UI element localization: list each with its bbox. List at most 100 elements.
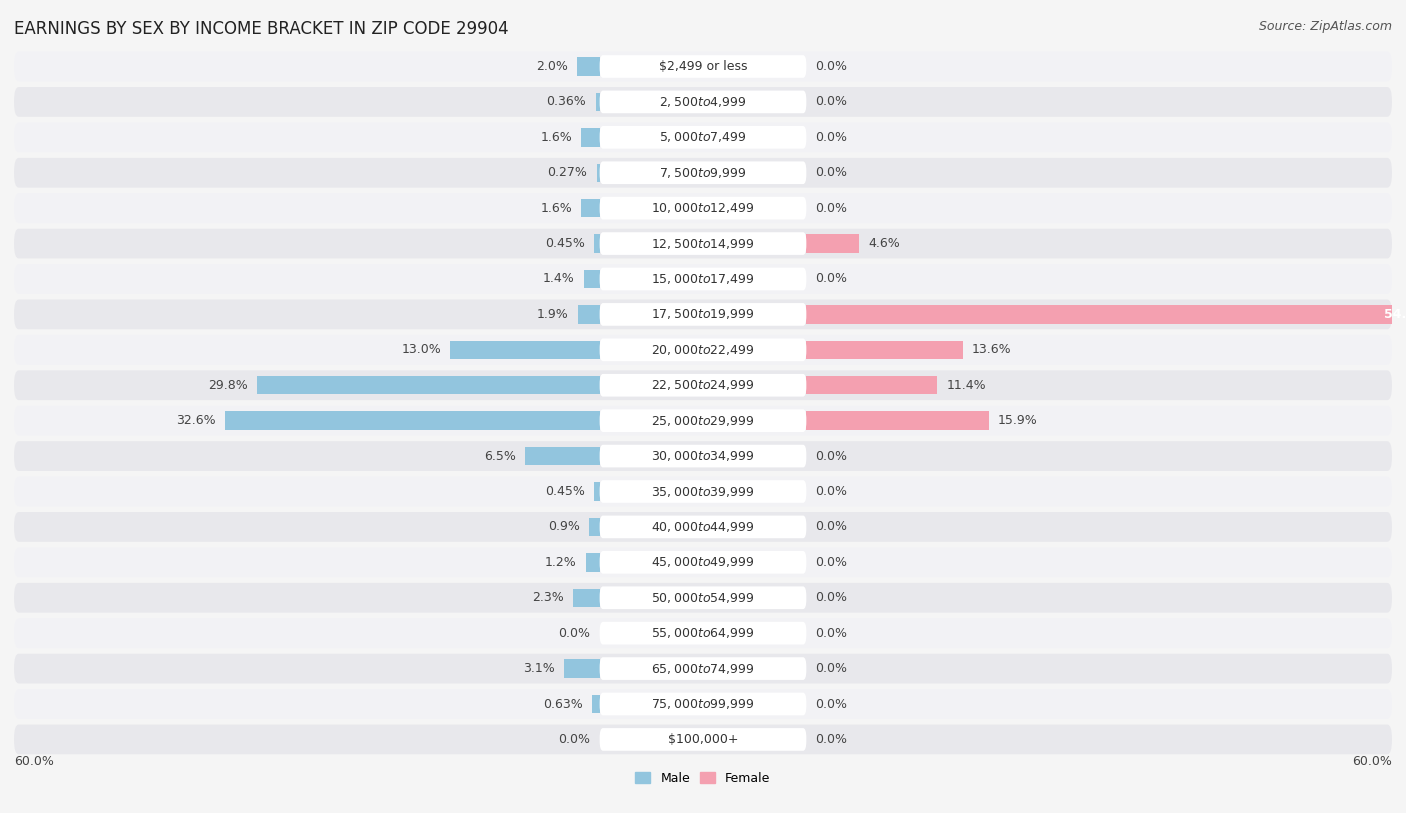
Bar <box>581 199 599 217</box>
FancyBboxPatch shape <box>599 409 807 432</box>
Text: 0.0%: 0.0% <box>558 733 591 746</box>
Text: EARNINGS BY SEX BY INCOME BRACKET IN ZIP CODE 29904: EARNINGS BY SEX BY INCOME BRACKET IN ZIP… <box>14 20 509 38</box>
Text: 2.0%: 2.0% <box>536 60 568 73</box>
FancyBboxPatch shape <box>14 476 1392 506</box>
Text: 0.36%: 0.36% <box>547 95 586 108</box>
Text: 60.0%: 60.0% <box>1353 755 1392 768</box>
FancyBboxPatch shape <box>14 547 1392 577</box>
FancyBboxPatch shape <box>599 233 807 255</box>
FancyBboxPatch shape <box>14 441 1392 471</box>
Text: $100,000+: $100,000+ <box>668 733 738 746</box>
Bar <box>576 57 599 76</box>
Text: $75,000 to $99,999: $75,000 to $99,999 <box>651 697 755 711</box>
Text: 0.0%: 0.0% <box>815 733 848 746</box>
Text: 0.0%: 0.0% <box>815 450 848 463</box>
FancyBboxPatch shape <box>599 693 807 715</box>
FancyBboxPatch shape <box>14 619 1392 648</box>
Text: $10,000 to $12,499: $10,000 to $12,499 <box>651 201 755 215</box>
Text: 1.9%: 1.9% <box>537 308 568 321</box>
Text: $2,500 to $4,999: $2,500 to $4,999 <box>659 95 747 109</box>
Text: 13.6%: 13.6% <box>972 343 1011 356</box>
Text: 0.0%: 0.0% <box>815 166 848 179</box>
Text: 1.6%: 1.6% <box>540 131 572 144</box>
Text: 0.0%: 0.0% <box>815 272 848 285</box>
FancyBboxPatch shape <box>599 480 807 502</box>
Text: 0.0%: 0.0% <box>815 627 848 640</box>
FancyBboxPatch shape <box>14 406 1392 436</box>
FancyBboxPatch shape <box>599 622 807 645</box>
FancyBboxPatch shape <box>14 512 1392 541</box>
Text: 13.0%: 13.0% <box>402 343 441 356</box>
Bar <box>807 411 988 430</box>
Text: 0.0%: 0.0% <box>815 520 848 533</box>
Text: $12,500 to $14,999: $12,500 to $14,999 <box>651 237 755 250</box>
Bar <box>595 482 599 501</box>
Text: 15.9%: 15.9% <box>998 414 1038 427</box>
FancyBboxPatch shape <box>599 657 807 680</box>
Text: Source: ZipAtlas.com: Source: ZipAtlas.com <box>1258 20 1392 33</box>
Text: $25,000 to $29,999: $25,000 to $29,999 <box>651 414 755 428</box>
Text: $30,000 to $34,999: $30,000 to $34,999 <box>651 449 755 463</box>
Text: $2,499 or less: $2,499 or less <box>659 60 747 73</box>
Bar <box>596 93 599 111</box>
Text: 0.0%: 0.0% <box>815 662 848 675</box>
Bar <box>807 341 963 359</box>
Bar <box>450 341 599 359</box>
Text: $50,000 to $54,999: $50,000 to $54,999 <box>651 591 755 605</box>
Text: 4.6%: 4.6% <box>869 237 900 250</box>
Text: 2.3%: 2.3% <box>533 591 564 604</box>
Text: 0.0%: 0.0% <box>815 131 848 144</box>
FancyBboxPatch shape <box>599 374 807 397</box>
FancyBboxPatch shape <box>14 158 1392 188</box>
Bar <box>581 128 599 146</box>
FancyBboxPatch shape <box>14 654 1392 684</box>
Text: $22,500 to $24,999: $22,500 to $24,999 <box>651 378 755 392</box>
Text: 32.6%: 32.6% <box>177 414 217 427</box>
Text: 0.0%: 0.0% <box>815 556 848 569</box>
Text: 0.9%: 0.9% <box>548 520 581 533</box>
Bar <box>583 270 599 288</box>
Bar <box>596 163 599 182</box>
Text: 0.0%: 0.0% <box>815 202 848 215</box>
Text: 1.2%: 1.2% <box>546 556 576 569</box>
Text: 3.1%: 3.1% <box>523 662 555 675</box>
FancyBboxPatch shape <box>14 583 1392 613</box>
FancyBboxPatch shape <box>599 445 807 467</box>
FancyBboxPatch shape <box>599 162 807 184</box>
Bar <box>807 305 1406 324</box>
FancyBboxPatch shape <box>14 228 1392 259</box>
Text: 60.0%: 60.0% <box>14 755 53 768</box>
Bar <box>225 411 599 430</box>
Text: 0.0%: 0.0% <box>558 627 591 640</box>
Text: 29.8%: 29.8% <box>208 379 249 392</box>
Text: 0.27%: 0.27% <box>547 166 588 179</box>
Bar <box>807 234 859 253</box>
Text: $5,000 to $7,499: $5,000 to $7,499 <box>659 130 747 145</box>
Bar <box>257 376 599 394</box>
Bar <box>589 518 599 536</box>
Text: $7,500 to $9,999: $7,500 to $9,999 <box>659 166 747 180</box>
Text: 0.0%: 0.0% <box>815 60 848 73</box>
Text: 11.4%: 11.4% <box>946 379 986 392</box>
Text: 6.5%: 6.5% <box>484 450 516 463</box>
Bar <box>524 447 599 465</box>
FancyBboxPatch shape <box>14 264 1392 293</box>
FancyBboxPatch shape <box>14 123 1392 152</box>
Text: 0.0%: 0.0% <box>815 591 848 604</box>
FancyBboxPatch shape <box>599 126 807 149</box>
Text: 0.45%: 0.45% <box>546 485 585 498</box>
Bar <box>574 589 599 607</box>
Text: 0.45%: 0.45% <box>546 237 585 250</box>
Text: $20,000 to $22,499: $20,000 to $22,499 <box>651 343 755 357</box>
Bar <box>564 659 599 678</box>
FancyBboxPatch shape <box>14 335 1392 365</box>
Text: 0.63%: 0.63% <box>544 698 583 711</box>
Bar <box>586 553 599 572</box>
Text: $15,000 to $17,499: $15,000 to $17,499 <box>651 272 755 286</box>
FancyBboxPatch shape <box>14 87 1392 117</box>
Bar <box>592 695 599 713</box>
Bar <box>807 376 938 394</box>
FancyBboxPatch shape <box>14 193 1392 223</box>
FancyBboxPatch shape <box>14 689 1392 719</box>
Text: 0.0%: 0.0% <box>815 698 848 711</box>
